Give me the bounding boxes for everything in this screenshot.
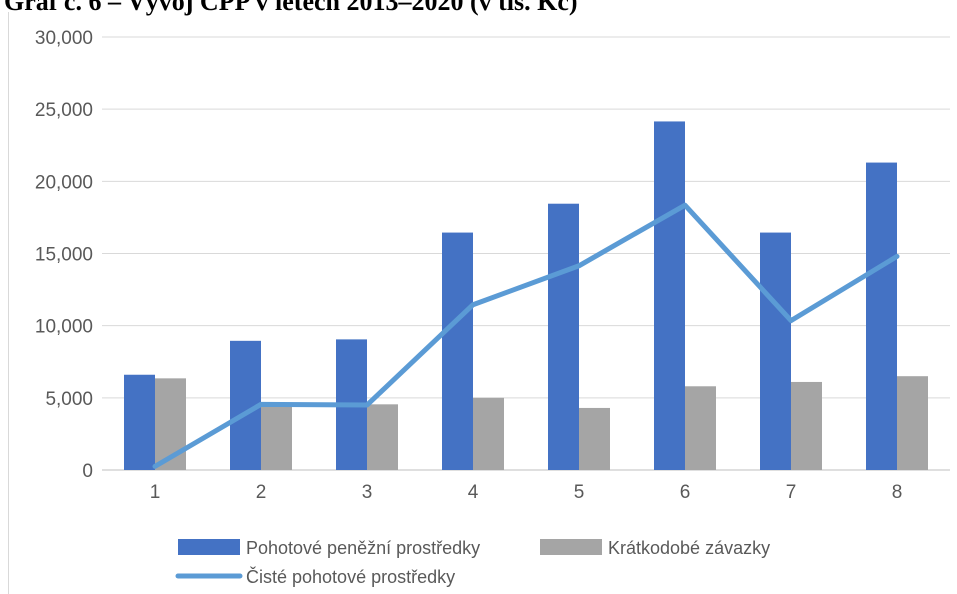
x-tick-label: 4 <box>468 482 479 503</box>
line-series <box>152 202 900 469</box>
bar <box>791 381 822 470</box>
y-tick-label: 0 <box>82 461 93 482</box>
bar <box>548 203 579 470</box>
y-tick-label: 30,000 <box>35 28 93 49</box>
y-tick-label: 25,000 <box>35 100 93 121</box>
gridlines <box>102 36 950 471</box>
legend: Pohotové peněžní prostředky Krátkodobé zá… <box>175 538 770 587</box>
bar <box>685 386 716 470</box>
series-line <box>152 202 900 469</box>
bar <box>124 374 155 470</box>
legend-swatch-pohotove <box>178 539 240 555</box>
y-tick-label: 5,000 <box>45 389 93 410</box>
chart-area <box>8 12 957 594</box>
legend-swatch-kratkodobe <box>540 539 602 555</box>
x-tick-label: 2 <box>256 482 267 503</box>
y-axis-ticks: 0 5,000 10,000 15,000 20,000 25,000 30,000 <box>35 28 93 482</box>
x-tick-label: 7 <box>786 482 797 503</box>
bar <box>654 121 685 470</box>
legend-label: Pohotové peněžní prostředky <box>246 538 480 558</box>
x-tick-label: 6 <box>680 482 691 503</box>
bar <box>367 404 398 470</box>
x-tick-label: 3 <box>362 482 373 503</box>
bar <box>473 397 504 470</box>
x-tick-label: 5 <box>574 482 585 503</box>
bar <box>261 406 292 470</box>
legend-label: Krátkodobé závazky <box>608 538 770 558</box>
bar <box>442 232 473 470</box>
y-tick-label: 10,000 <box>35 317 93 338</box>
y-tick-label: 20,000 <box>35 172 93 193</box>
bar <box>897 376 928 470</box>
legend-label: Čisté pohotové prostředky <box>246 566 455 587</box>
x-tick-label: 8 <box>892 482 903 503</box>
bar <box>579 407 610 470</box>
x-tick-label: 1 <box>150 482 161 503</box>
x-axis-ticks: 1 2 3 4 5 6 7 8 <box>150 482 903 503</box>
bar <box>760 232 791 470</box>
bars <box>124 121 928 470</box>
y-tick-label: 15,000 <box>35 245 93 266</box>
bar <box>866 162 897 470</box>
chart-title: Graf č. 6 – Vývoj ČPP v letech 2013–2020… <box>4 0 578 16</box>
